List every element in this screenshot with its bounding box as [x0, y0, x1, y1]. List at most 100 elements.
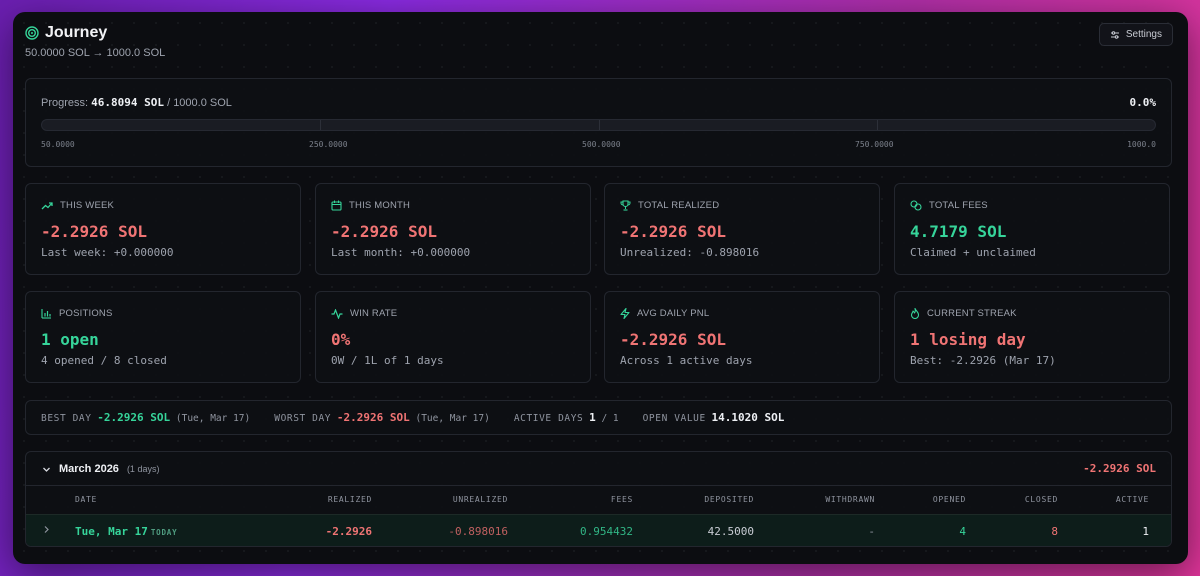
progress-percent: 0.0%: [1129, 96, 1157, 109]
active-days-label: ACTIVE DAYS: [513, 413, 584, 424]
chevron-right-icon[interactable]: [43, 524, 50, 537]
activity-icon: [331, 308, 343, 319]
month-title: March 2026: [59, 463, 119, 475]
col-closed: CLOSED: [1024, 495, 1058, 504]
progress-tick-label: 500.0000: [582, 140, 621, 149]
today-badge: TODAY: [150, 528, 178, 537]
progress-tick: [320, 120, 322, 130]
progress-tick-label: 50.0000: [41, 140, 75, 149]
card-label: THIS MONTH: [349, 200, 411, 211]
row-deposited: 42.5000: [707, 525, 754, 538]
progress-tick-label: 750.0000: [855, 140, 894, 149]
active-days-value: 1: [589, 411, 596, 424]
progress-label-text: Progress:: [41, 97, 89, 109]
row-realized: -2.2926: [325, 525, 372, 538]
card-this-week: THIS WEEK -2.2926 SOL Last week: +0.0000…: [25, 183, 301, 275]
col-unrealized: UNREALIZED: [452, 495, 508, 504]
card-current-streak: CURRENT STREAK 1 losing day Best: -2.292…: [894, 291, 1170, 383]
worst-day-value: -2.2926 SOL: [336, 411, 410, 424]
progress-current: 46.8094 SOL: [91, 96, 164, 109]
card-subtext: 0W / 1L of 1 days: [331, 354, 444, 367]
card-label: TOTAL FEES: [929, 200, 988, 211]
row-fees: 0.954432: [580, 525, 633, 538]
card-label: THIS WEEK: [60, 200, 115, 211]
coins-icon: [910, 200, 922, 211]
row-unrealized: -0.898016: [448, 525, 508, 538]
table-header: DATE REALIZED UNREALIZED FEES DEPOSITED …: [26, 486, 1171, 514]
table-row[interactable]: Tue, Mar 17 TODAY -2.2926 -0.898016 0.954…: [26, 514, 1171, 546]
trend-up-icon: [41, 201, 53, 209]
col-opened: OPENED: [932, 495, 966, 504]
row-date-text: Tue, Mar 17: [75, 525, 148, 538]
card-value: 1 losing day: [910, 330, 1026, 349]
best-day-label: BEST DAY: [41, 413, 92, 424]
worst-day: WORST DAY -2.2926 SOL (Tue, Mar 17): [274, 411, 490, 424]
card-subtext: Last week: +0.000000: [41, 246, 174, 259]
bar-chart-icon: [41, 309, 51, 319]
progress-target: 1000.0 SOL: [173, 97, 232, 109]
month-header[interactable]: March 2026 (1 days) -2.2926 SOL: [26, 452, 1171, 486]
progress-bar: [41, 119, 1156, 131]
page-title: Journey: [45, 24, 108, 41]
progress-tick-labels: 50.0000 250.0000 500.0000 750.0000 1000.…: [41, 140, 1156, 150]
progress-tick-label: 250.0000: [309, 140, 348, 149]
col-realized: REALIZED: [327, 495, 372, 504]
card-label: TOTAL REALIZED: [638, 200, 720, 211]
card-value: 1 open: [41, 330, 99, 349]
card-label: POSITIONS: [59, 308, 113, 319]
active-days-total: / 1: [601, 413, 619, 424]
card-value: -2.2926 SOL: [41, 222, 147, 241]
page-header: Journey 50.0000 SOL → 1000.0 SOL: [25, 24, 165, 59]
card-avg-daily-pnl: AVG DAILY PNL -2.2926 SOL Across 1 activ…: [604, 291, 880, 383]
month-day-count: (1 days): [126, 464, 160, 474]
progress-label: Progress: 46.8094 SOL / 1000.0 SOL: [41, 96, 232, 109]
progress-tick-label: 1000.0: [1127, 140, 1156, 149]
col-fees: FEES: [610, 495, 633, 504]
card-this-month: THIS MONTH -2.2926 SOL Last month: +0.00…: [315, 183, 591, 275]
active-days: ACTIVE DAYS 1 / 1: [514, 411, 619, 424]
card-value: -2.2926 SOL: [620, 330, 726, 349]
progress-tick: [876, 120, 878, 130]
open-value-label: OPEN VALUE: [642, 413, 706, 424]
progress-separator: /: [167, 97, 171, 109]
page-subtitle: 50.0000 SOL → 1000.0 SOL: [25, 47, 166, 59]
card-subtext: Best: -2.2926 (Mar 17): [910, 354, 1056, 367]
progress-panel: Progress: 46.8094 SOL / 1000.0 SOL 0.0% …: [25, 78, 1172, 167]
card-total-realized: TOTAL REALIZED -2.2926 SOL Unrealized: -…: [604, 183, 880, 275]
row-active: 1: [1142, 525, 1149, 538]
summary-strip: BEST DAY -2.2926 SOL (Tue, Mar 17) WORST…: [25, 400, 1172, 435]
card-subtext: Unrealized: -0.898016: [620, 246, 760, 259]
card-value: 4.7179 SOL: [910, 222, 1007, 241]
card-subtext: 4 opened / 8 closed: [41, 354, 167, 367]
sliders-icon: [1110, 30, 1119, 39]
month-total: -2.2926 SOL: [1083, 462, 1156, 475]
card-value: 0%: [331, 330, 351, 349]
card-value: -2.2926 SOL: [331, 222, 437, 241]
row-date: Tue, Mar 17 TODAY: [75, 525, 177, 538]
best-day: BEST DAY -2.2926 SOL (Tue, Mar 17): [41, 411, 250, 424]
col-deposited: DEPOSITED: [704, 495, 754, 504]
worst-day-date: (Tue, Mar 17): [415, 413, 490, 424]
chevron-down-icon[interactable]: [42, 465, 51, 474]
flame-icon: [910, 308, 920, 319]
row-closed: 8: [1051, 525, 1058, 538]
row-opened: 4: [959, 525, 966, 538]
row-withdrawn: -: [868, 525, 875, 538]
col-date: DATE: [75, 495, 98, 504]
trophy-icon: [620, 200, 631, 211]
settings-button[interactable]: Settings: [1098, 23, 1173, 46]
card-win-rate: WIN RATE 0% 0W / 1L of 1 days: [315, 291, 591, 383]
card-label: WIN RATE: [350, 308, 398, 319]
card-subtext: Last month: +0.000000: [331, 246, 471, 259]
card-subtext: Claimed + unclaimed: [910, 246, 1036, 259]
best-day-date: (Tue, Mar 17): [175, 413, 251, 424]
month-section: March 2026 (1 days) -2.2926 SOL DATE REA…: [25, 451, 1172, 547]
zap-icon: [620, 308, 630, 319]
journey-window: Journey 50.0000 SOL → 1000.0 SOL Setting…: [13, 12, 1188, 564]
calendar-icon: [331, 200, 342, 211]
worst-day-label: WORST DAY: [274, 413, 332, 424]
card-subtext: Across 1 active days: [620, 354, 753, 367]
col-withdrawn: WITHDRAWN: [825, 495, 875, 504]
col-active: ACTIVE: [1115, 495, 1149, 504]
settings-label: Settings: [1125, 29, 1162, 40]
